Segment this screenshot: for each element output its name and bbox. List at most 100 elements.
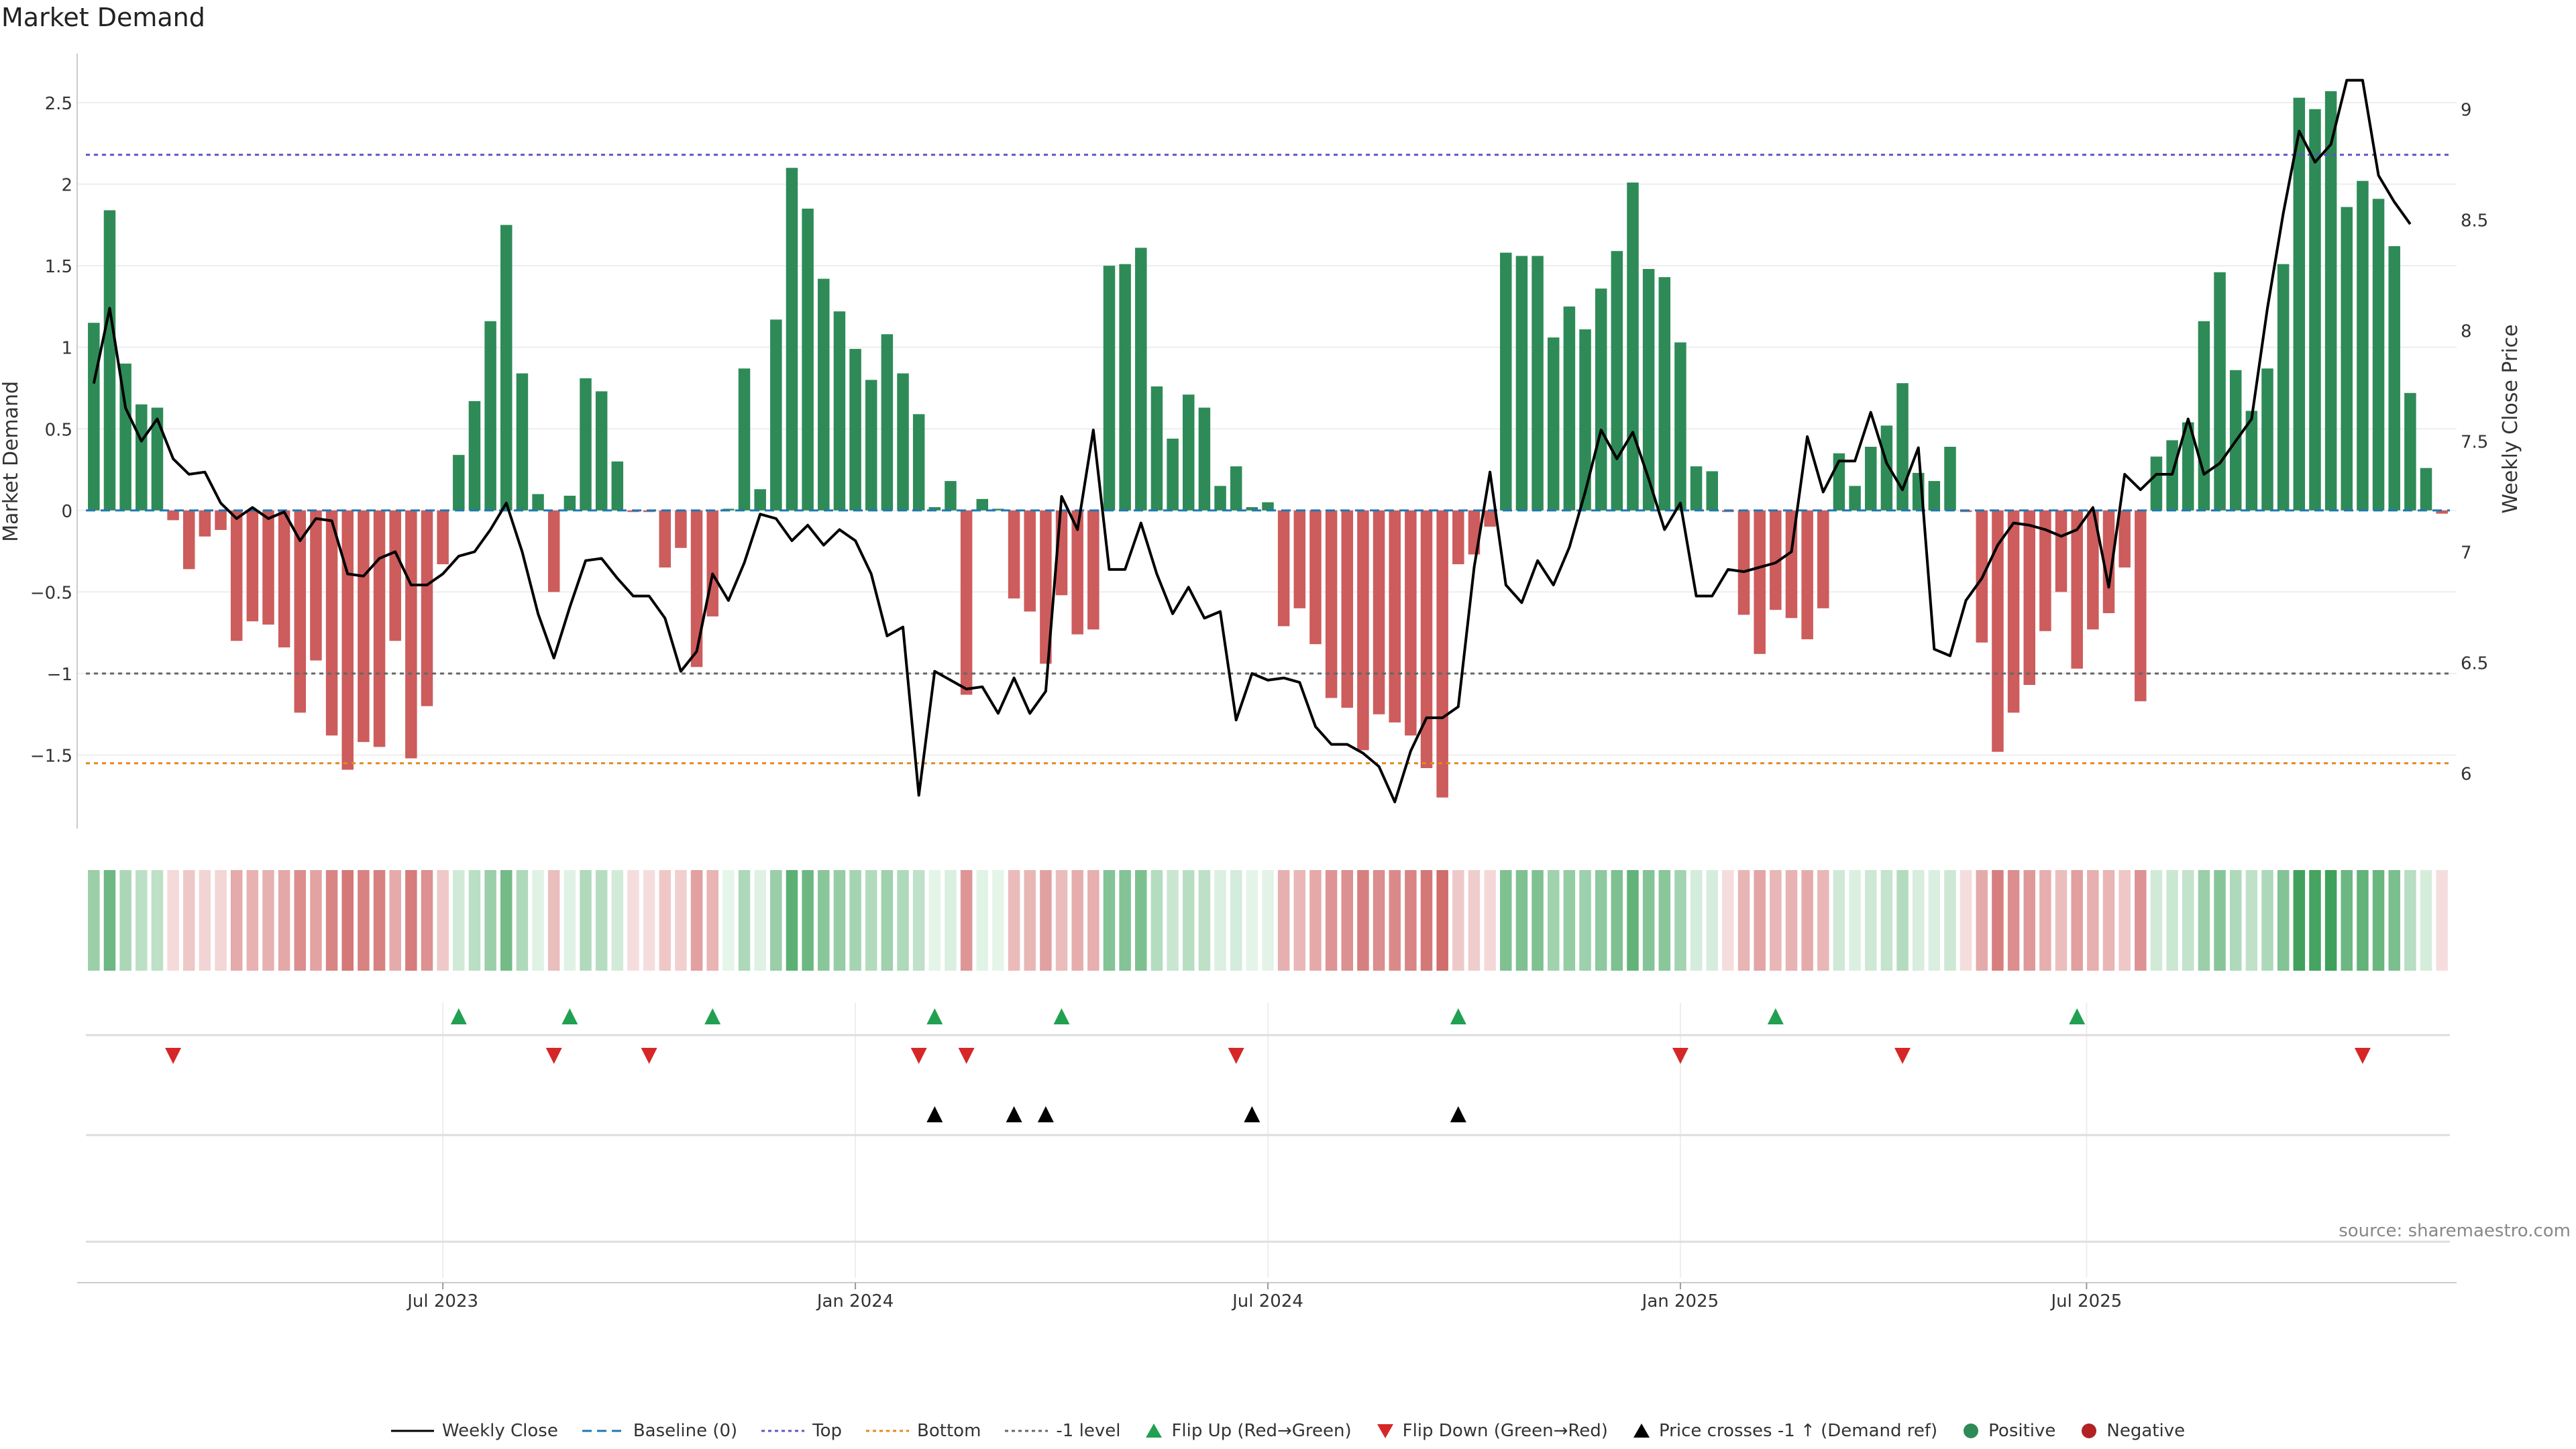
flip-down-marker xyxy=(1672,1048,1688,1064)
demand-bar xyxy=(468,400,481,511)
demand-bar xyxy=(992,508,1004,511)
heat-cell xyxy=(2182,870,2194,971)
heat-cell xyxy=(2436,870,2448,971)
heat-cell xyxy=(945,870,957,971)
demand-bar xyxy=(437,510,449,565)
heat-cell xyxy=(1436,870,1448,971)
demand-bar xyxy=(405,510,417,759)
heat-cell xyxy=(1214,870,1226,971)
demand-bar xyxy=(1801,510,1813,639)
flip-down-marker xyxy=(910,1048,927,1064)
demand-bar xyxy=(1198,407,1211,511)
demand-bar xyxy=(1928,481,1941,511)
chart-title: Market Demand xyxy=(1,3,205,32)
y-tick-label: 2 xyxy=(61,176,72,196)
line-dot-symbol xyxy=(761,1430,805,1432)
flip-up-marker xyxy=(1450,1008,1466,1024)
demand-bar xyxy=(389,510,401,641)
heat-cell xyxy=(1373,870,1385,971)
heat-cell xyxy=(1452,870,1464,971)
heat-cell xyxy=(833,870,846,971)
demand-bar xyxy=(1373,510,1385,714)
heat-cell xyxy=(849,870,861,971)
heat-cell xyxy=(897,870,909,971)
heat-cell xyxy=(2293,870,2306,971)
demand-bar xyxy=(1595,288,1607,511)
heat-cell xyxy=(754,870,766,971)
demand-bar xyxy=(1405,510,1417,736)
demand-bar xyxy=(1103,266,1116,511)
price-cross-marker xyxy=(1037,1106,1054,1122)
demand-bar xyxy=(1246,506,1258,511)
y-tick-label: −0.5 xyxy=(30,583,72,603)
heat-cell xyxy=(2055,870,2068,971)
flip-down-marker xyxy=(958,1048,975,1064)
demand-bar xyxy=(2404,392,2416,511)
demand-bar xyxy=(2293,97,2306,511)
heat-cell xyxy=(2357,870,2369,971)
demand-bar xyxy=(453,455,465,511)
demand-bar xyxy=(1611,251,1623,511)
heat-cell xyxy=(2388,870,2400,971)
heat-cell xyxy=(2214,870,2226,971)
demand-bar xyxy=(1817,510,1829,608)
heat-cell xyxy=(2372,870,2385,971)
heat-cell xyxy=(1087,870,1099,971)
heat-cell xyxy=(310,870,322,971)
price-cross-marker xyxy=(1006,1106,1022,1122)
triangle-up-symbol xyxy=(1146,1424,1163,1438)
legend-item: Positive xyxy=(1962,1421,2055,1441)
price-cross-marker xyxy=(926,1106,943,1122)
y-tick-label: 2.5 xyxy=(45,94,72,114)
heat-cell xyxy=(1944,870,1956,971)
demand-bar xyxy=(1706,471,1718,511)
demand-bar xyxy=(738,368,751,511)
heat-cell xyxy=(1579,870,1591,971)
demand-bar xyxy=(1436,510,1448,798)
heat-cell xyxy=(151,870,164,971)
demand-bar xyxy=(2055,510,2068,592)
demand-bar xyxy=(1532,256,1544,511)
demand-bar xyxy=(1880,425,1893,511)
heat-cell xyxy=(1928,870,1941,971)
demand-bar xyxy=(2087,510,2099,630)
demand-bar xyxy=(500,225,513,511)
flip-up-marker xyxy=(2069,1008,2086,1024)
demand-bar xyxy=(1452,510,1464,565)
demand-bar xyxy=(325,510,338,736)
legend-item: Flip Down (Green→Red) xyxy=(1376,1421,1608,1441)
heat-cell xyxy=(215,870,227,971)
heat-cell xyxy=(865,870,877,971)
heat-cell xyxy=(246,870,259,971)
demand-bar xyxy=(2039,510,2051,631)
heat-cell xyxy=(2023,870,2035,971)
heat-cell xyxy=(1135,870,1147,971)
legend-label: Bottom xyxy=(917,1421,981,1441)
demand-bar xyxy=(2118,510,2131,568)
demand-bar xyxy=(1658,277,1671,511)
y2-tick-label: 7 xyxy=(2461,543,2472,564)
heat-cell xyxy=(2245,870,2258,971)
demand-bar xyxy=(1690,466,1703,511)
heat-cell xyxy=(928,870,941,971)
legend: Weekly Close Baseline (0) Top Bottom -1 leve… xyxy=(0,1421,2576,1441)
demand-bar xyxy=(103,210,116,511)
legend-label: Weekly Close xyxy=(441,1421,558,1441)
legend-label: Price crosses -1 ↑ (Demand ref) xyxy=(1658,1421,1938,1441)
heat-cell xyxy=(1230,870,1242,971)
flip-up-marker xyxy=(1767,1008,1784,1024)
flip-up-marker xyxy=(561,1008,578,1024)
demand-bar xyxy=(119,364,131,511)
demand-bar xyxy=(818,278,830,511)
demand-bar xyxy=(659,510,672,568)
heat-cell xyxy=(437,870,449,971)
demand-bar xyxy=(2007,510,2020,713)
demand-bar xyxy=(421,510,433,706)
demand-bar xyxy=(1737,510,1750,615)
heat-cell xyxy=(1405,870,1417,971)
demand-bar xyxy=(532,494,544,511)
heat-cell xyxy=(1515,870,1528,971)
legend-label: Positive xyxy=(1988,1421,2056,1441)
demand-bar xyxy=(2261,368,2273,511)
heat-cell xyxy=(1595,870,1607,971)
